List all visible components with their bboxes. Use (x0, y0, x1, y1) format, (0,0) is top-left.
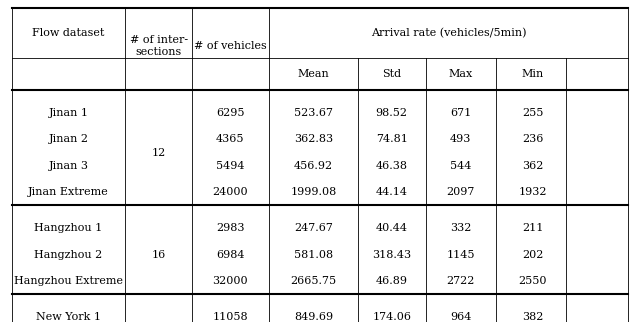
Text: 44.14: 44.14 (376, 187, 408, 197)
Text: Jinan 1: Jinan 1 (49, 108, 88, 118)
Text: Hangzhou Extreme: Hangzhou Extreme (14, 276, 123, 286)
Text: Jinan Extreme: Jinan Extreme (28, 187, 109, 197)
Text: Jinan 2: Jinan 2 (49, 134, 88, 145)
Text: 581.08: 581.08 (294, 250, 333, 260)
Text: 46.89: 46.89 (376, 276, 408, 286)
Text: 16: 16 (152, 250, 166, 260)
Text: 6984: 6984 (216, 250, 244, 260)
Text: 1999.08: 1999.08 (291, 187, 337, 197)
Text: Hangzhou 1: Hangzhou 1 (35, 223, 102, 233)
Text: 236: 236 (522, 134, 543, 145)
Text: 255: 255 (522, 108, 543, 118)
Text: 382: 382 (522, 312, 543, 322)
Text: 98.52: 98.52 (376, 108, 408, 118)
Text: 2550: 2550 (518, 276, 547, 286)
Text: Min: Min (522, 69, 543, 79)
Text: 2097: 2097 (447, 187, 475, 197)
Text: 964: 964 (450, 312, 472, 322)
Text: Mean: Mean (298, 69, 330, 79)
Text: 1145: 1145 (447, 250, 475, 260)
Text: 6295: 6295 (216, 108, 244, 118)
Text: 493: 493 (450, 134, 472, 145)
Text: 24000: 24000 (212, 187, 248, 197)
Text: 202: 202 (522, 250, 543, 260)
Text: 174.06: 174.06 (372, 312, 411, 322)
Text: 1932: 1932 (518, 187, 547, 197)
Text: 2983: 2983 (216, 223, 244, 233)
Text: 362: 362 (522, 161, 543, 171)
Text: 318.43: 318.43 (372, 250, 412, 260)
Text: Arrival rate (vehicles/5min): Arrival rate (vehicles/5min) (371, 28, 526, 38)
Text: New York 1: New York 1 (36, 312, 101, 322)
Text: Flow dataset: Flow dataset (32, 28, 105, 38)
Text: 46.38: 46.38 (376, 161, 408, 171)
Text: 849.69: 849.69 (294, 312, 333, 322)
Text: 2665.75: 2665.75 (291, 276, 337, 286)
Text: 544: 544 (450, 161, 472, 171)
Text: 4365: 4365 (216, 134, 244, 145)
Text: Std: Std (382, 69, 401, 79)
Text: 247.67: 247.67 (294, 223, 333, 233)
Text: 523.67: 523.67 (294, 108, 333, 118)
Text: 40.44: 40.44 (376, 223, 408, 233)
Text: 671: 671 (450, 108, 472, 118)
Text: # of vehicles: # of vehicles (194, 41, 267, 51)
Text: 332: 332 (450, 223, 472, 233)
Text: 12: 12 (152, 147, 166, 158)
Text: 5494: 5494 (216, 161, 244, 171)
Text: 211: 211 (522, 223, 543, 233)
Text: 32000: 32000 (212, 276, 248, 286)
Text: Max: Max (449, 69, 473, 79)
Text: 456.92: 456.92 (294, 161, 333, 171)
Text: 11058: 11058 (212, 312, 248, 322)
Text: Hangzhou 2: Hangzhou 2 (35, 250, 102, 260)
Text: 2722: 2722 (447, 276, 475, 286)
Text: Jinan 3: Jinan 3 (49, 161, 88, 171)
Text: 74.81: 74.81 (376, 134, 408, 145)
Text: 362.83: 362.83 (294, 134, 333, 145)
Text: # of inter-
sections: # of inter- sections (130, 35, 188, 57)
